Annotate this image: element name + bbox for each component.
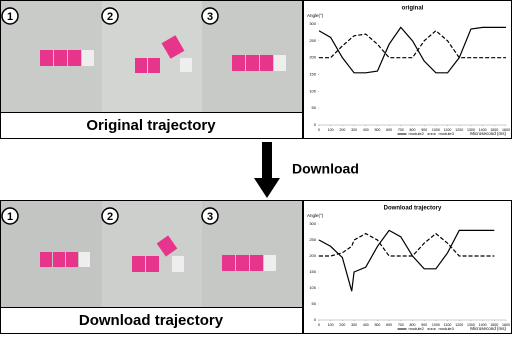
y-tick-label: 50 xyxy=(312,301,317,306)
legend-label: module3 xyxy=(439,131,455,136)
y-tick-label: 50 xyxy=(312,105,317,110)
x-tick-label: 700 xyxy=(398,128,404,132)
x-tick-label: 300 xyxy=(351,128,357,132)
caption: Download trajectory xyxy=(79,312,224,329)
y-tick-label: 250 xyxy=(309,38,316,43)
x-tick-label: 300 xyxy=(351,323,357,327)
y-axis-label: Angle(°) xyxy=(307,13,324,18)
x-tick-label: 1500 xyxy=(490,128,498,132)
x-tick-label: 1500 xyxy=(490,323,498,327)
x-tick-label: 1200 xyxy=(455,323,463,327)
x-tick-label: 1600 xyxy=(502,128,510,132)
y-tick-label: 150 xyxy=(309,269,316,274)
x-tick-label: 400 xyxy=(363,323,369,327)
y-tick-label: 200 xyxy=(309,253,316,258)
y-tick-label: 250 xyxy=(309,237,316,242)
x-tick-label: 1200 xyxy=(455,128,463,132)
x-tick-label: 1300 xyxy=(467,323,475,327)
photo-number: 2 xyxy=(107,211,113,223)
x-tick-label: 500 xyxy=(374,323,380,327)
x-tick-label: 0 xyxy=(318,128,320,132)
chart-frame xyxy=(304,201,512,334)
page: Original trajectory Download trajectory … xyxy=(0,0,512,335)
x-tick-label: 400 xyxy=(363,128,369,132)
chart-title: Download trajectory xyxy=(384,206,442,212)
legend-label: module2 xyxy=(409,326,425,331)
x-tick-label: 100 xyxy=(328,323,334,327)
legend-label: module3 xyxy=(439,326,455,331)
arrow-label: Download xyxy=(292,161,359,177)
y-tick-label: 100 xyxy=(309,88,316,93)
x-tick-label: 600 xyxy=(386,128,392,132)
y-tick-label: 300 xyxy=(309,221,316,226)
x-tick-label: 500 xyxy=(374,128,380,132)
download-arrow: Download xyxy=(254,142,359,198)
x-tick-label: 1600 xyxy=(502,323,510,327)
y-axis-label: Angle(°) xyxy=(307,213,324,218)
y-tick-label: 150 xyxy=(309,72,316,77)
photo-number: 1 xyxy=(7,11,13,23)
x-tick-label: 200 xyxy=(339,128,345,132)
x-tick-label: 600 xyxy=(386,323,392,327)
x-tick-label: 200 xyxy=(339,323,345,327)
photo-number: 3 xyxy=(207,11,213,23)
legend-label: module2 xyxy=(409,131,425,136)
chart-frame xyxy=(304,1,512,139)
top-panel: Original trajectory xyxy=(1,1,303,139)
x-tick-label: 1400 xyxy=(479,128,487,132)
bottom-panel: Download trajectory xyxy=(1,201,303,334)
x-tick-label: 700 xyxy=(398,323,404,327)
x-tick-label: 100 xyxy=(328,128,334,132)
y-tick-label: 100 xyxy=(309,285,316,290)
x-tick-label: 0 xyxy=(318,323,320,327)
y-tick-label: 200 xyxy=(309,55,316,60)
photo-number: 3 xyxy=(207,211,213,223)
x-tick-label: 1300 xyxy=(467,128,475,132)
photo-number: 2 xyxy=(107,11,113,23)
chart-title: original xyxy=(402,6,424,12)
caption: Original trajectory xyxy=(86,117,216,134)
figure: Original trajectory Download trajectory … xyxy=(0,0,512,335)
y-tick-label: 300 xyxy=(309,21,316,26)
x-tick-label: 1400 xyxy=(479,323,487,327)
photo-number: 1 xyxy=(7,211,13,223)
